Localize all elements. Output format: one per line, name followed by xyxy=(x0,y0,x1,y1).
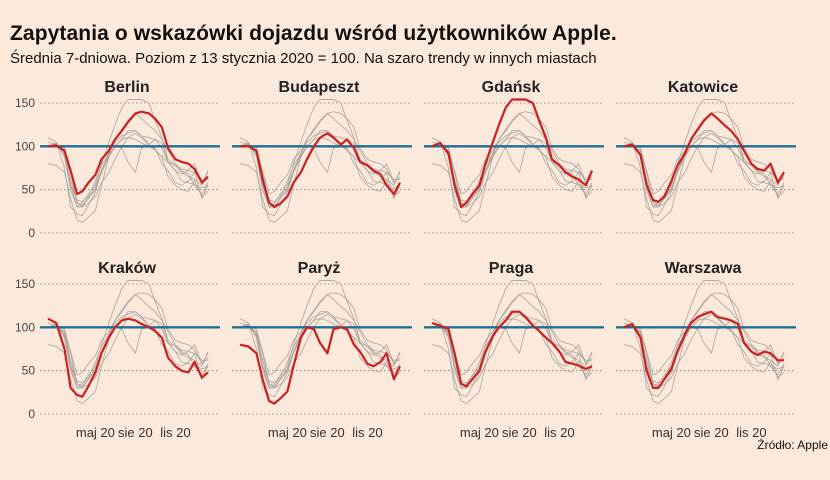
x-tick-label: lis 20 xyxy=(544,425,574,440)
panel-title: Gdańsk xyxy=(482,79,541,96)
other-city-line xyxy=(47,99,209,208)
other-city-line xyxy=(431,112,593,203)
city-series-line xyxy=(239,326,401,405)
source-note: Źródło: Apple xyxy=(757,438,828,452)
panel-title: Berlin xyxy=(104,79,149,96)
other-city-line xyxy=(47,130,209,206)
other-city-line xyxy=(239,280,401,389)
other-city-line xyxy=(47,311,209,387)
panel-title: Katowice xyxy=(668,79,738,96)
other-city-line xyxy=(431,137,593,217)
other-city-line xyxy=(239,130,400,208)
x-tick-label: sie 20 xyxy=(118,425,153,440)
x-tick-label: sie 20 xyxy=(694,425,729,440)
other-city-line xyxy=(623,293,785,384)
other-city-line xyxy=(623,137,785,217)
y-tick-label: 50 xyxy=(22,364,36,378)
chart-title: Zapytania o wskazówki dojazdu wśród użyt… xyxy=(10,22,617,45)
x-tick-label: maj 20 xyxy=(652,425,691,440)
other-city-line xyxy=(239,145,401,224)
other-city-line xyxy=(48,132,209,208)
panel-title: Kraków xyxy=(98,260,156,277)
chart-subtitle: Średnia 7-dniowa. Poziom z 13 stycznia 2… xyxy=(10,50,597,67)
x-tick-label: sie 20 xyxy=(502,425,537,440)
panel-title: Paryż xyxy=(298,260,341,277)
other-city-line xyxy=(48,313,209,389)
other-city-line xyxy=(431,292,593,376)
other-city-line xyxy=(47,130,208,208)
x-tick-label: lis 20 xyxy=(160,425,190,440)
y-tick-label: 0 xyxy=(28,407,35,421)
city-series-line xyxy=(431,98,594,209)
other-city-line xyxy=(239,311,401,387)
other-city-line xyxy=(47,293,209,384)
x-tick-label: maj 20 xyxy=(76,425,115,440)
other-city-line xyxy=(432,313,593,389)
other-city-line xyxy=(47,326,209,405)
other-city-line xyxy=(431,318,593,398)
other-city-line xyxy=(239,311,400,389)
other-city-line xyxy=(623,292,785,376)
other-city-line xyxy=(431,130,593,206)
other-city-line xyxy=(431,111,593,195)
y-tick-label: 100 xyxy=(15,139,35,153)
other-city-line xyxy=(47,311,208,389)
x-tick-label: maj 20 xyxy=(268,425,307,440)
other-city-line xyxy=(431,326,593,405)
city-series-line xyxy=(623,112,785,203)
city-series-line xyxy=(431,310,593,388)
y-tick-label: 50 xyxy=(22,183,36,197)
y-tick-label: 100 xyxy=(15,320,35,334)
city-series-line xyxy=(47,317,209,398)
other-city-line xyxy=(623,130,784,208)
other-city-line xyxy=(239,318,401,398)
panel-title: Warszawa xyxy=(665,260,742,277)
y-tick-label: 150 xyxy=(15,277,35,291)
city-series-line xyxy=(240,132,401,209)
other-city-line xyxy=(623,145,785,224)
x-tick-label: lis 20 xyxy=(352,425,382,440)
x-tick-label: maj 20 xyxy=(460,425,499,440)
other-city-line xyxy=(239,292,401,376)
city-series-line xyxy=(47,110,209,196)
panel-title: Budapeszt xyxy=(279,79,361,96)
x-tick-label: lis 20 xyxy=(736,425,766,440)
other-city-line xyxy=(431,130,592,208)
other-city-line xyxy=(239,293,401,384)
other-city-line xyxy=(47,145,209,224)
other-city-line xyxy=(623,318,785,398)
other-city-line xyxy=(240,313,401,389)
other-city-line xyxy=(431,311,592,389)
y-tick-label: 0 xyxy=(28,226,35,240)
other-city-line xyxy=(623,326,785,405)
panel-title: Praga xyxy=(489,260,534,277)
other-city-line xyxy=(47,137,209,217)
other-city-line xyxy=(431,293,593,384)
other-city-line xyxy=(239,99,401,208)
other-city-line xyxy=(239,112,401,203)
other-city-line xyxy=(47,112,209,203)
x-tick-label: sie 20 xyxy=(310,425,345,440)
other-city-line xyxy=(239,111,401,195)
other-city-line xyxy=(431,145,593,224)
other-city-line xyxy=(623,130,785,206)
other-city-line xyxy=(623,311,785,387)
city-series-line xyxy=(623,310,784,390)
other-city-line xyxy=(47,292,209,376)
other-city-line xyxy=(432,132,593,208)
y-tick-label: 150 xyxy=(15,96,35,110)
other-city-line xyxy=(431,280,593,389)
